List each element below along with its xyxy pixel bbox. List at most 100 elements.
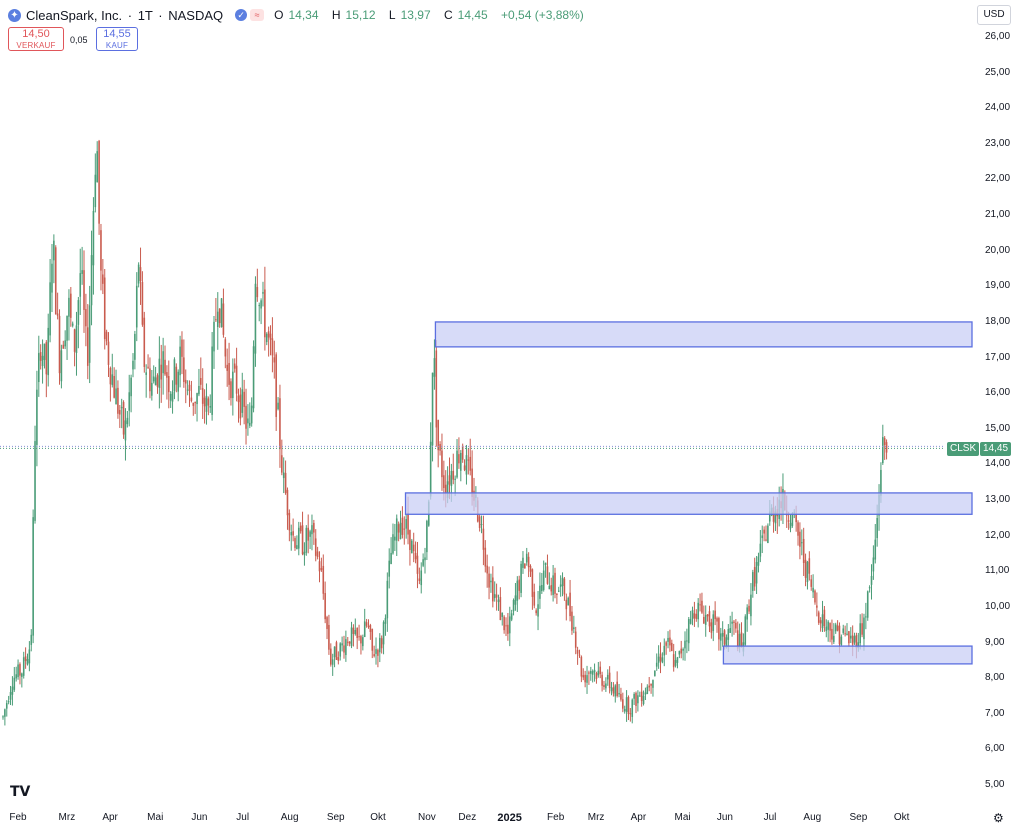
candle-body bbox=[723, 630, 726, 645]
candle-body bbox=[247, 418, 249, 424]
candle-body bbox=[286, 489, 289, 516]
candle-body bbox=[759, 543, 762, 557]
candle-body bbox=[68, 297, 70, 317]
candle-body bbox=[166, 372, 168, 378]
candle-body bbox=[143, 317, 146, 367]
candle-body bbox=[258, 305, 261, 307]
y-tick-label: 18,00 bbox=[985, 315, 1011, 327]
candle-body bbox=[648, 685, 650, 688]
candle-body bbox=[239, 394, 242, 419]
candle-body bbox=[492, 577, 494, 602]
candle-body bbox=[765, 539, 767, 541]
currency-selector[interactable]: USD bbox=[977, 5, 1011, 25]
candle-body bbox=[752, 572, 754, 591]
buy-button[interactable]: 14,55 KAUF bbox=[96, 27, 138, 51]
candle-body bbox=[799, 531, 801, 547]
spread-value: 0,05 bbox=[70, 35, 88, 45]
candle-body bbox=[697, 602, 699, 620]
candle-body bbox=[836, 625, 839, 631]
candle-body bbox=[488, 573, 490, 588]
interval: 1T bbox=[137, 7, 153, 23]
candle-body bbox=[865, 616, 867, 618]
candle-body bbox=[384, 617, 387, 624]
gear-icon[interactable]: ⚙ bbox=[993, 811, 1004, 825]
candle-body bbox=[791, 513, 794, 526]
candle-body bbox=[642, 695, 645, 704]
candle-body bbox=[205, 395, 208, 412]
candle-body bbox=[727, 628, 730, 640]
candle-body bbox=[774, 511, 777, 524]
candle-body bbox=[490, 580, 492, 583]
candle-body bbox=[646, 686, 649, 695]
candle-body bbox=[2, 716, 4, 718]
candle-body bbox=[30, 634, 33, 645]
candle-body bbox=[876, 518, 878, 539]
candle-body bbox=[177, 371, 180, 392]
sell-button[interactable]: 14,50 VERKAUF bbox=[8, 27, 64, 51]
candle-body bbox=[795, 514, 797, 523]
candle-body bbox=[608, 672, 611, 689]
candle-body bbox=[746, 607, 748, 620]
candle-body bbox=[816, 605, 818, 608]
candle-body bbox=[335, 642, 338, 660]
candle-body bbox=[725, 637, 728, 648]
candle-body bbox=[252, 346, 255, 409]
candle-body bbox=[691, 610, 694, 620]
candle-body bbox=[405, 519, 407, 529]
x-tick-label: Nov bbox=[417, 812, 436, 823]
symbol-title[interactable]: CleanSpark, Inc. · 1T · NASDAQ bbox=[26, 8, 223, 23]
candle-body bbox=[563, 578, 566, 595]
candle-body bbox=[597, 670, 600, 676]
candle-body bbox=[411, 540, 413, 554]
candle-body bbox=[486, 565, 488, 574]
candle-body bbox=[213, 321, 215, 352]
candle-body bbox=[369, 624, 372, 632]
candle-body bbox=[294, 538, 296, 548]
candle-body bbox=[333, 646, 336, 658]
candle-body bbox=[28, 649, 31, 664]
candle-body bbox=[330, 648, 332, 665]
candle-body bbox=[584, 674, 586, 683]
y-tick-label: 22,00 bbox=[985, 173, 1011, 185]
x-tick-label: Dez bbox=[458, 812, 477, 823]
y-tick-label: 17,00 bbox=[985, 351, 1011, 363]
candle-body bbox=[529, 565, 532, 572]
candle-body bbox=[460, 452, 462, 471]
candle-body bbox=[520, 563, 522, 593]
candle-body bbox=[493, 594, 496, 599]
data-source-icon[interactable]: ✓ bbox=[235, 9, 248, 21]
candle-body bbox=[324, 593, 326, 620]
candle-body bbox=[537, 604, 539, 617]
candle-body bbox=[73, 329, 76, 352]
candle-body bbox=[117, 387, 119, 414]
candle-body bbox=[838, 625, 841, 645]
y-tick-label: 16,00 bbox=[985, 387, 1011, 399]
candle-body bbox=[24, 656, 27, 662]
x-tick-label: Okt bbox=[370, 812, 386, 823]
x-tick-label: Mrz bbox=[587, 812, 605, 823]
candle-body bbox=[535, 610, 537, 614]
candle-body bbox=[693, 613, 696, 619]
candle-body bbox=[282, 472, 285, 479]
y-tick-label: 14,00 bbox=[985, 458, 1011, 470]
candle-body bbox=[416, 555, 419, 574]
x-tick-label: Jul bbox=[236, 812, 250, 823]
candle-body bbox=[586, 675, 588, 683]
candle-body bbox=[100, 230, 102, 271]
candle-body bbox=[81, 270, 83, 274]
candle-body bbox=[812, 587, 814, 593]
y-tick-label: 21,00 bbox=[985, 209, 1011, 221]
candle-body bbox=[309, 531, 311, 537]
candle-body bbox=[156, 375, 159, 387]
candle-body bbox=[671, 642, 673, 652]
candle-body bbox=[414, 552, 417, 560]
market-status-icon[interactable]: ≈ bbox=[250, 9, 265, 21]
candle-body bbox=[352, 627, 355, 634]
candle-body bbox=[34, 441, 36, 521]
candle-body bbox=[77, 300, 80, 325]
candle-body bbox=[426, 520, 428, 553]
candle-body bbox=[695, 613, 698, 620]
tradingview-logo-icon[interactable]: 𝗧𝗩 bbox=[10, 783, 31, 799]
candle-body bbox=[316, 551, 319, 557]
